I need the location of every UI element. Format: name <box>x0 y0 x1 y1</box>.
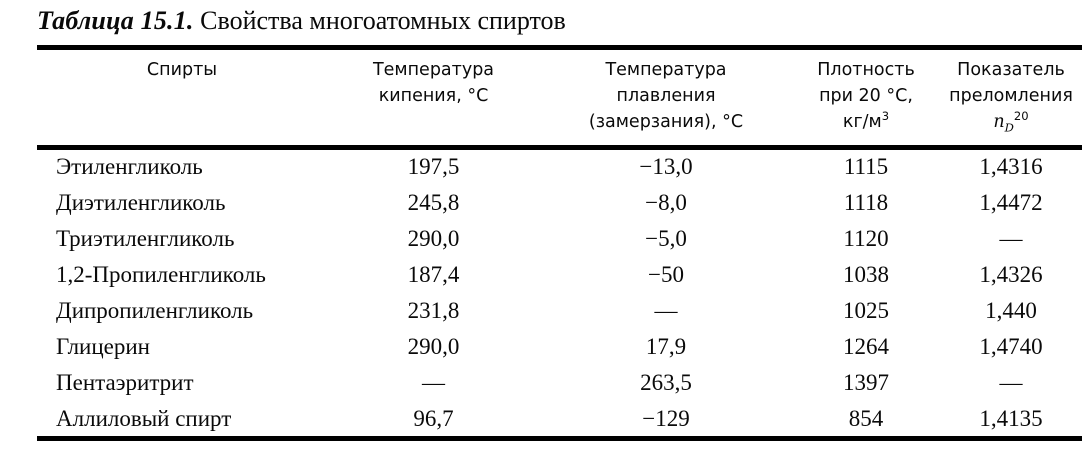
column-header-melting-line-2: плавления <box>616 86 716 106</box>
cell-melting-point: −13,0 <box>639 154 693 179</box>
column-header-refraction-superscript: 20 <box>1013 109 1029 124</box>
column-header-alcohols-line-1: Спирты <box>146 60 218 80</box>
cell-density: 1120 <box>843 226 889 251</box>
column-header-density-exponent: 3 <box>881 109 890 124</box>
cell-refraction: 1,4326 <box>979 262 1043 287</box>
cell-alcohol-name: Глицерин <box>56 334 150 359</box>
table-rule-middle <box>37 145 1082 150</box>
cell-alcohol-name: Этиленгликоль <box>56 154 203 179</box>
table-row: Глицерин 290,0 17,9 1264 1,4740 <box>37 330 1082 366</box>
cell-density: 1264 <box>843 334 889 359</box>
cell-density: 1115 <box>843 154 889 179</box>
table-row: Пентаэритрит — 263,5 1397 — <box>37 366 1082 402</box>
column-header-boiling-point: Температура кипения, °С <box>327 57 540 109</box>
column-header-boiling-line-1: Температура <box>372 60 495 80</box>
table-body: Этиленгликоль 197,5 −13,0 1115 1,4316 Ди… <box>37 150 1082 436</box>
table-rule-bottom <box>37 436 1082 441</box>
cell-boiling-point: 231,8 <box>407 298 460 323</box>
cell-alcohol-name: 1,2-Пропиленгликоль <box>56 262 266 287</box>
column-header-refraction: Показатель преломления nD20 <box>940 57 1082 135</box>
cell-melting-point: 263,5 <box>640 370 692 395</box>
column-header-refraction-symbol: n <box>993 112 1005 132</box>
cell-refraction: — <box>999 370 1023 395</box>
cell-melting-point: −8,0 <box>645 190 687 215</box>
cell-boiling-point: 187,4 <box>407 262 460 287</box>
cell-boiling-point: 197,5 <box>407 154 460 179</box>
cell-density: 1118 <box>843 190 889 215</box>
cell-refraction: 1,4135 <box>979 406 1043 431</box>
table-caption-number: Таблица 15.1. <box>37 6 194 35</box>
cell-melting-point: 17,9 <box>645 334 687 359</box>
table-row: 1,2-Пропиленгликоль 187,4 −50 1038 1,432… <box>37 258 1082 294</box>
column-header-refraction-line-3: nD20 <box>940 109 1082 135</box>
column-header-density-line-2: при 20 °С, <box>819 86 913 106</box>
column-header-refraction-line-1: Показатель <box>957 60 1065 80</box>
cell-refraction: 1,4316 <box>979 154 1043 179</box>
cell-melting-point: −129 <box>642 406 690 431</box>
cell-density: 854 <box>848 406 884 431</box>
cell-refraction: 1,440 <box>985 298 1037 323</box>
table-row: Триэтиленгликоль 290,0 −5,0 1120 — <box>37 222 1082 258</box>
cell-refraction: 1,4740 <box>979 334 1043 359</box>
cell-refraction: 1,4472 <box>979 190 1043 215</box>
column-header-melting-point: Температура плавления (замерзания), °С <box>540 57 792 135</box>
cell-alcohol-name: Диэтиленгликоль <box>56 190 226 215</box>
column-header-density: Плотность при 20 °С, кг/м3 <box>792 57 940 135</box>
cell-boiling-point: 245,8 <box>407 190 460 215</box>
cell-boiling-point: 290,0 <box>407 334 460 359</box>
cell-alcohol-name: Аллиловый спирт <box>56 406 232 431</box>
cell-boiling-point: — <box>422 370 445 395</box>
column-header-density-line-1: Плотность <box>817 60 915 80</box>
column-header-density-line-3: кг/м3 <box>792 109 940 135</box>
cell-melting-point: −5,0 <box>645 226 687 251</box>
cell-alcohol-name: Триэтиленгликоль <box>56 226 235 251</box>
column-header-melting-line-3: (замерзания), °С <box>588 112 744 132</box>
table-row: Диэтиленгликоль 245,8 −8,0 1118 1,4472 <box>37 186 1082 222</box>
table-header-row: Спирты Температура кипения, °С Температу… <box>37 50 1082 145</box>
column-header-boiling-line-2: кипения, °С <box>378 86 489 106</box>
table-row: Дипропиленгликоль 231,8 — 1025 1,440 <box>37 294 1082 330</box>
column-header-refraction-subscript: D <box>1004 120 1014 135</box>
cell-density: 1397 <box>843 370 889 395</box>
table-rule-top <box>37 45 1082 50</box>
column-header-alcohols: Спирты <box>37 57 327 83</box>
cell-refraction: — <box>999 226 1023 251</box>
table-row: Этиленгликоль 197,5 −13,0 1115 1,4316 <box>37 150 1082 186</box>
table-row: Аллиловый спирт 96,7 −129 854 1,4135 <box>37 402 1082 438</box>
column-header-density-unit: кг/м <box>842 112 882 132</box>
cell-melting-point: — <box>654 298 678 323</box>
column-header-melting-line-1: Температура <box>605 60 727 80</box>
cell-density: 1038 <box>843 262 889 287</box>
column-header-refraction-line-2: преломления <box>949 86 1073 106</box>
cell-alcohol-name: Пентаэритрит <box>56 370 194 395</box>
table-caption-text: Свойства многоатомных спиртов <box>200 6 566 35</box>
cell-melting-point: −50 <box>648 262 684 287</box>
table-caption: Таблица 15.1. Свойства многоатомных спир… <box>37 6 1082 36</box>
cell-boiling-point: 290,0 <box>407 226 460 251</box>
cell-density: 1025 <box>843 298 889 323</box>
cell-boiling-point: 96,7 <box>413 406 454 431</box>
cell-alcohol-name: Дипропиленгликоль <box>56 298 254 323</box>
